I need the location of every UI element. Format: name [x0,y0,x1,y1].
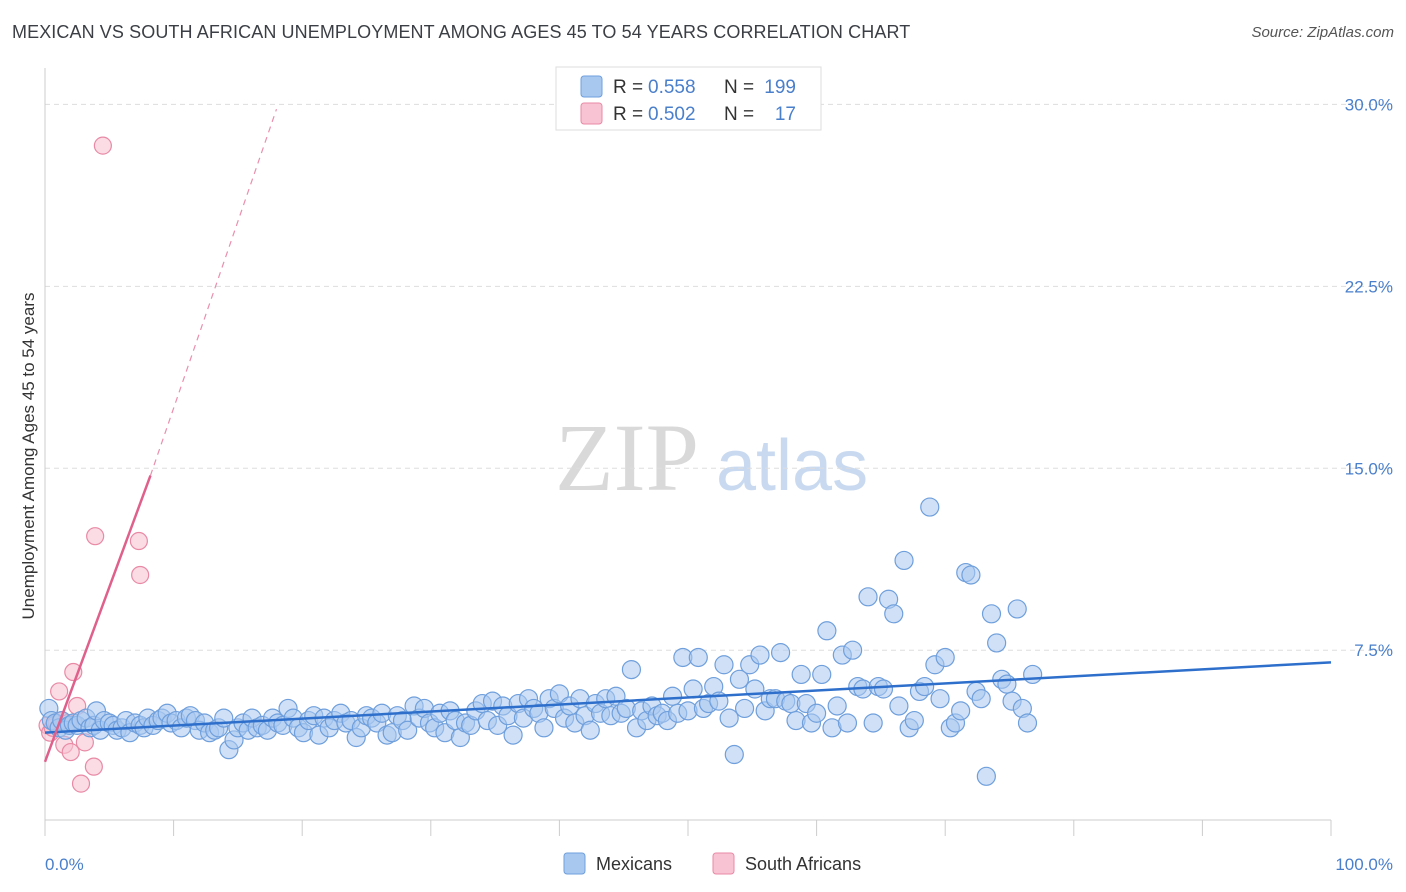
south-africans-point [50,682,69,701]
mexicans-point [1017,713,1038,733]
legend-row2-n-value: 17 [775,104,796,125]
legend-bottom-sa-label: South Africans [745,854,861,874]
south-africans-points [38,136,150,793]
mexicans-point [961,565,981,585]
legend-sa-swatch [580,102,603,125]
mexicans-point [688,647,708,668]
y-tick-labels: 7.5% 15.0% 22.5% 30.0% [1345,95,1393,660]
mexicans-point [503,725,523,745]
mexicans-point [873,679,894,699]
south-africans-point [129,531,148,551]
south-africans-point [86,527,105,546]
mexicans-point [904,710,924,731]
mexicans-point [1007,599,1027,619]
x-tick-label: 0.0% [45,855,84,874]
mexicans-points [39,497,1043,786]
mexicans-point [806,703,827,723]
mexicans-point [683,679,703,699]
mexicans-point [837,713,858,733]
y-axis-label: Unemployment Among Ages 45 to 54 years [19,293,38,620]
mexicans-point [621,659,642,680]
mexicans-point [889,696,909,716]
legend-row2-r-value: 0.502 [648,104,696,125]
mexicans-point [770,643,791,663]
mexicans-point [981,604,1002,624]
mexicans-point [580,720,600,740]
legend-row2-n-label: N = [724,104,754,125]
mexicans-point [817,621,837,641]
mexicans-point [884,604,904,624]
south-africans-point [131,565,150,585]
mexicans-point [662,686,683,706]
legend-row1-r-value: 0.558 [648,77,696,98]
legend-bottom-mexicans-label: Mexicans [596,854,672,874]
mexicans-point [724,744,744,765]
x-tick-labels: 0.0% 100.0% [45,855,1393,874]
mexicans-point [534,718,554,738]
mexicans-point [997,674,1017,694]
mexicans-point [976,766,996,786]
mexicans-point [791,664,811,685]
south-africans-point [61,742,80,762]
legend-mexicans-swatch [580,75,603,98]
mexicans-point [719,708,739,728]
mexicans-point [812,664,832,685]
south-africans-trendline-extension [149,109,278,476]
mexicans-point [734,698,755,719]
legend-row1-r-label: R = [613,77,643,98]
mexicans-point [987,633,1007,653]
mexicans-point [863,713,883,733]
mexicans-point [843,640,863,660]
south-africans-point [71,774,91,793]
mexicans-point [951,701,971,721]
legend-row1-n-label: N = [724,77,754,98]
south-africans-point [84,757,103,776]
mexicans-point [729,669,750,689]
mexicans-point [750,645,770,665]
legend-bottom-sa-swatch [712,852,735,875]
watermark-zip: ZIP [555,404,699,511]
watermark: ZIP atlas [555,404,868,511]
mexicans-point [858,587,878,607]
y-tick-label: 22.5% [1345,277,1393,296]
x-ticks [44,820,1332,836]
y-tick-label: 7.5% [1354,641,1393,660]
south-africans-point [93,136,112,155]
mexicans-point [1023,664,1043,685]
x-tick-label: 100.0% [1335,855,1393,874]
mexicans-trendline [44,661,1332,734]
legend-row1-n-value: 199 [764,77,796,98]
mexicans-point [714,655,734,675]
mexicans-point [398,720,418,740]
legend-row2-r-label: R = [613,104,643,125]
legend-bottom: Mexicans South Africans [563,852,861,875]
y-tick-label: 30.0% [1345,95,1393,114]
mexicans-point [935,647,955,668]
south-africans-trendline [43,475,152,763]
mexicans-point [894,550,914,571]
gridlines [45,103,1392,651]
mexicans-point [827,696,847,716]
chart-title: MEXICAN VS SOUTH AFRICAN UNEMPLOYMENT AM… [12,22,911,42]
mexicans-point [930,689,950,709]
legend-bottom-mexicans-swatch [563,852,586,875]
y-tick-label: 15.0% [1345,459,1393,478]
watermark-atlas: atlas [716,426,868,506]
source-label: Source: ZipAtlas.com [1251,24,1394,41]
trendlines [43,109,1332,763]
legend-top: R = 0.558 N = 199 R = 0.502 N = 17 [555,66,822,131]
mexicans-point [971,689,991,709]
mexicans-point [920,497,940,517]
mexicans-point [915,676,935,697]
